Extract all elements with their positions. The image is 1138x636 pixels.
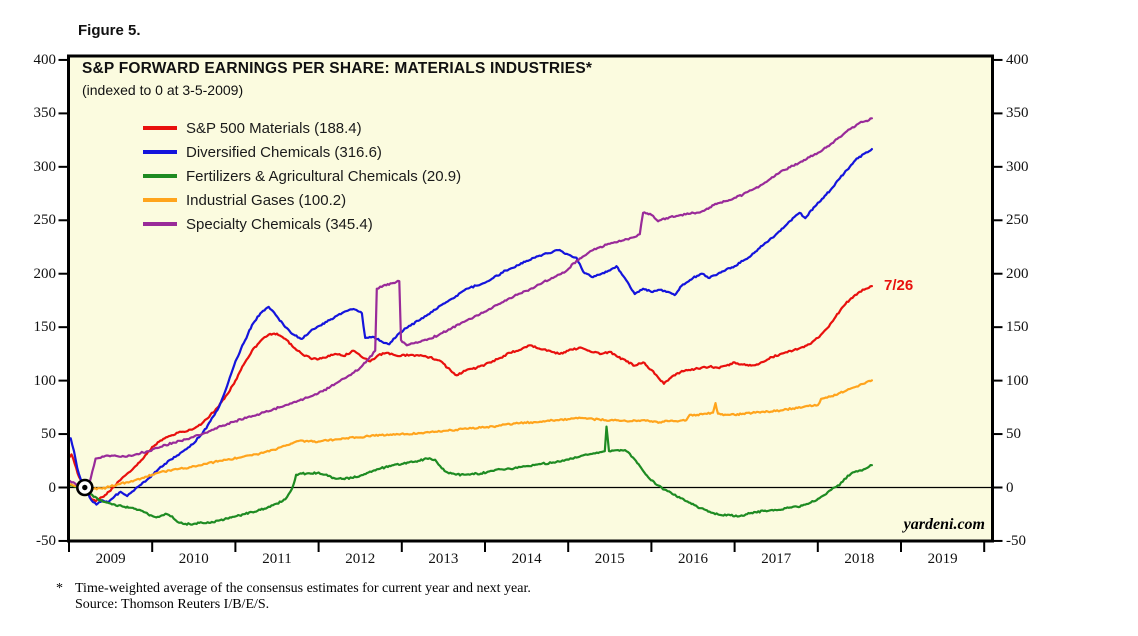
y-axis-label-right: 350 [1006,105,1029,122]
legend-item: Specialty Chemicals (345.4) [143,212,461,236]
x-axis-year-label: 2019 [927,551,958,567]
y-axis-label-right: 400 [1006,51,1029,68]
series-line-5 [69,117,873,489]
y-axis-label-left: -50 [36,532,56,549]
y-axis-label-right: 0 [1006,479,1014,496]
y-axis-label-right: -50 [1006,532,1026,549]
y-axis-label-left: 150 [33,319,57,336]
x-axis-year-label: 2014 [511,551,542,567]
legend: S&P 500 Materials (188.4) Diversified Che… [143,116,461,236]
legend-item: S&P 500 Materials (188.4) [143,116,461,140]
x-axis-year-label: 2017 [761,551,792,567]
plot-border [67,54,994,543]
legend-label: Diversified Chemicals (316.6) [186,143,382,161]
series-line-3 [69,425,873,526]
legend-label: S&P 500 Materials (188.4) [186,119,362,137]
legend-label: Industrial Gases (100.2) [186,191,347,209]
legend-line-swatch [143,126,177,130]
chart-title: S&P FORWARD EARNINGS PER SHARE: MATERIAL… [82,60,593,77]
y-axis-label-right: 50 [1006,426,1021,443]
footnote-asterisk: * [56,581,63,596]
series-line-1 [69,285,873,503]
y-axis-label-left: 0 [48,479,57,496]
legend-line-swatch [143,222,177,226]
legend-label: Fertilizers & Agricultural Chemicals (20… [186,167,462,185]
y-axis-label-right: 300 [1006,158,1029,175]
legend-item: Industrial Gases (100.2) [143,188,461,212]
legend-line-swatch [143,174,177,178]
y-axis-label-left: 300 [33,158,57,175]
legend-label: Specialty Chemicals (345.4) [186,215,373,233]
x-axis-year-label: 2010 [178,551,209,567]
y-axis-label-left: 200 [33,265,57,282]
x-axis-year-label: 2016 [678,551,708,567]
y-axis-label-left: 250 [33,212,57,229]
y-axis-label-right: 150 [1006,319,1029,336]
chart-subtitle: (indexed to 0 at 3-5-2009) [82,82,244,98]
y-axis-label-right: 100 [1006,372,1029,389]
annotation-last-date: 7/26 [884,277,914,294]
x-axis-year-label: 2009 [95,551,126,567]
x-axis-year-label: 2011 [262,551,292,567]
legend-line-swatch [143,198,177,202]
series-line-2 [69,148,873,506]
x-axis-year-label: 2015 [594,551,625,567]
figure-label: Figure 5. [78,22,141,39]
y-axis-label-left: 400 [33,51,57,68]
y-axis-label-left: 100 [33,372,57,389]
y-axis-label-right: 250 [1006,212,1029,229]
footnote-text: Time-weighted average of the consensus e… [75,581,531,596]
source-text: Source: Thomson Reuters I/B/E/S. [75,597,270,612]
x-axis-year-label: 2012 [345,551,376,567]
start-marker-dot [82,484,88,491]
y-axis-label-left: 50 [41,426,56,443]
x-axis-year-label: 2013 [428,551,459,567]
x-axis-year-label: 2018 [844,551,875,567]
legend-item: Fertilizers & Agricultural Chemicals (20… [143,164,461,188]
yardeni-watermark: yardeni.com [903,516,985,533]
series-line-4 [69,379,873,491]
legend-line-swatch [143,150,177,154]
y-axis-label-right: 200 [1006,265,1029,282]
legend-item: Diversified Chemicals (316.6) [143,140,461,164]
y-axis-label-left: 350 [33,105,57,122]
